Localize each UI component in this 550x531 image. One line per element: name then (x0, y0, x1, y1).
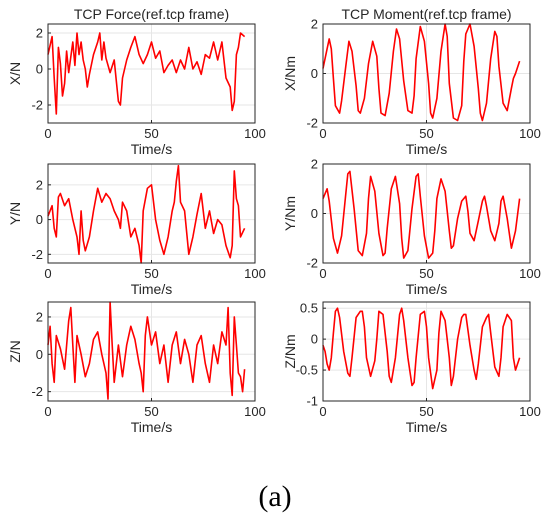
y-tick-label: -2 (31, 98, 43, 113)
y-tick-label: 0 (311, 332, 318, 347)
y-tick-label: 2 (36, 177, 43, 192)
series-line (47, 301, 246, 400)
x-axis-label: Time/s (131, 141, 172, 157)
y-axis-label: X/Nm (282, 56, 298, 91)
y-tick-label: 0 (311, 206, 318, 221)
x-tick-label: 50 (419, 404, 433, 419)
series-line (322, 170, 521, 259)
y-tick-label: -1 (306, 394, 318, 409)
y-tick-label: 2 (36, 309, 43, 324)
y-tick-label: 0 (311, 66, 318, 81)
y-tick-label: -2 (306, 116, 318, 131)
y-tick-label: 0 (36, 212, 43, 227)
x-axis-label: Time/s (131, 281, 172, 297)
x-tick-label: 0 (44, 266, 51, 281)
x-tick-label: 100 (244, 404, 266, 419)
chart-title: TCP Moment(ref.tcp frame) (341, 6, 511, 22)
x-tick-label: 50 (419, 266, 433, 281)
x-tick-label: 100 (519, 404, 541, 419)
y-tick-label: -2 (31, 384, 43, 399)
y-axis-label: Y/Nm (282, 196, 298, 231)
x-tick-label: 0 (44, 404, 51, 419)
x-tick-label: 50 (144, 404, 158, 419)
y-tick-label: 0 (36, 347, 43, 362)
chart-panel-6: 0 50 100 -1 -0.5 0 0.5 Time/s Z/Nm (282, 301, 541, 435)
chart-title: TCP Force(ref.tcp frame) (74, 6, 229, 22)
x-tick-label: 0 (319, 266, 326, 281)
x-tick-label: 100 (244, 126, 266, 141)
y-axis-label: Z/N (7, 340, 23, 363)
y-tick-label: 2 (311, 17, 318, 32)
x-axis-label: Time/s (406, 419, 447, 435)
series-line (322, 307, 521, 390)
y-tick-label: -2 (31, 247, 43, 262)
y-axis-label: X/N (7, 62, 23, 85)
series-line (47, 32, 246, 115)
x-axis-label: Time/s (406, 141, 447, 157)
series-line (322, 23, 521, 122)
y-tick-label: 0 (36, 62, 43, 77)
x-tick-label: 50 (419, 126, 433, 141)
series-line (47, 164, 246, 264)
y-tick-label: 2 (36, 26, 43, 41)
x-tick-label: 50 (144, 126, 158, 141)
x-tick-label: 100 (244, 266, 266, 281)
x-tick-label: 0 (44, 126, 51, 141)
x-tick-label: 100 (519, 126, 541, 141)
x-tick-label: 0 (319, 126, 326, 141)
y-tick-label: 2 (311, 157, 318, 172)
y-axis-label: Z/Nm (282, 334, 298, 368)
y-tick-label: -2 (306, 256, 318, 271)
x-tick-label: 50 (144, 266, 158, 281)
x-tick-label: 0 (319, 404, 326, 419)
y-tick-label: -0.5 (296, 363, 318, 378)
panel-label: (a) (258, 480, 292, 513)
y-axis-label: Y/N (7, 202, 23, 225)
x-axis-label: Time/s (131, 419, 172, 435)
y-tick-label: 0.5 (300, 301, 318, 316)
x-axis-label: Time/s (406, 281, 447, 297)
x-tick-label: 100 (519, 266, 541, 281)
